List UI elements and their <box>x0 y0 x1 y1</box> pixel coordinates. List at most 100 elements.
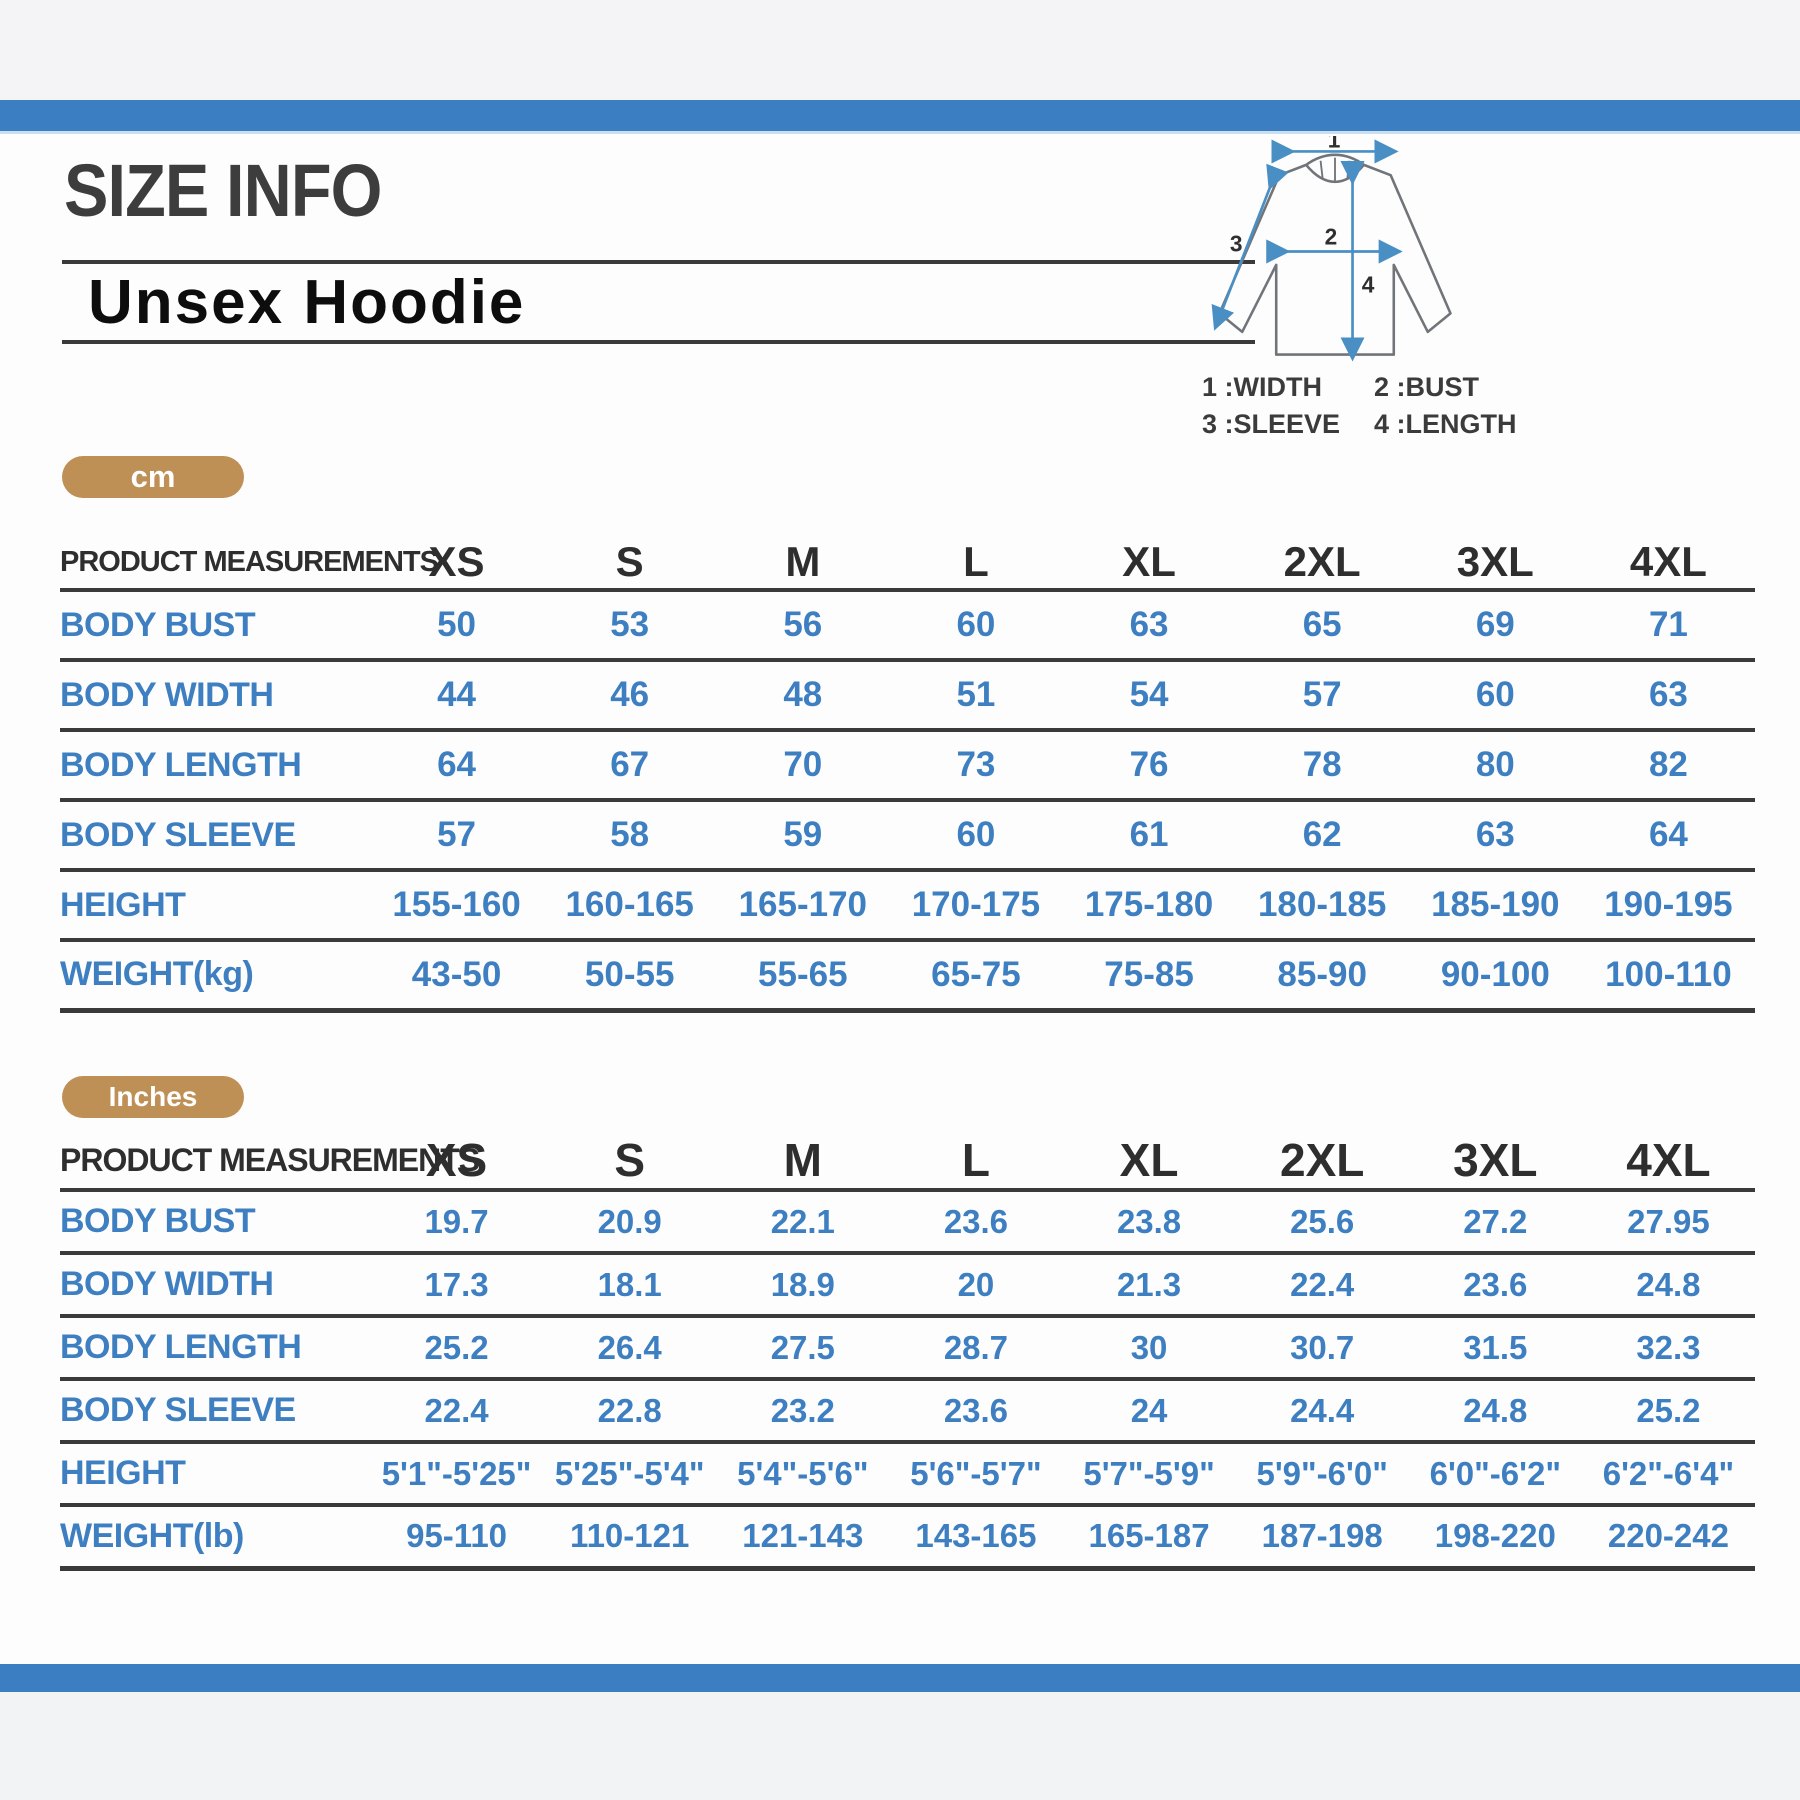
value-cell: 60 <box>1408 660 1582 732</box>
value-cell: 27.95 <box>1581 1190 1755 1255</box>
value-cell: 27.2 <box>1408 1190 1582 1255</box>
value-cell: 23.8 <box>1062 1190 1236 1255</box>
value-cell: 59 <box>716 800 890 872</box>
value-cell: 24.8 <box>1581 1253 1755 1318</box>
inches-unit-badge: Inches <box>62 1076 244 1118</box>
row-label: BODY SLEEVE <box>60 800 370 872</box>
value-cell: 80 <box>1408 730 1582 802</box>
measure-arrows <box>1211 139 1403 362</box>
value-cell: 23.6 <box>889 1379 1063 1444</box>
table-row: HEIGHT 155-160 160-165 165-170 170-175 175-18… <box>60 870 1755 942</box>
size-column-header: L <box>889 1132 1063 1192</box>
value-cell: 30 <box>1062 1316 1236 1381</box>
legend-item: 2 :BUST <box>1374 372 1480 402</box>
size-column-header: L <box>889 536 1063 592</box>
value-cell: 61 <box>1062 800 1236 872</box>
size-column-header: XS <box>370 536 544 592</box>
value-cell: 155-160 <box>370 870 544 942</box>
value-cell: 20.9 <box>543 1190 717 1255</box>
inches-size-table: PRODUCT MEASUREMENTS XS S M L XL 2XL 3XL 4XL BODY… <box>60 1132 1755 1571</box>
size-column-header: M <box>716 536 890 592</box>
value-cell: 25.2 <box>370 1316 544 1381</box>
legend-item: 3 :SLEEVE <box>1202 409 1341 439</box>
measurements-header: PRODUCT MEASUREMENTS <box>60 536 439 592</box>
cm-badge-label: cm <box>130 459 176 494</box>
sleeve-arrow <box>1211 163 1289 331</box>
value-cell: 50-55 <box>543 940 717 1013</box>
inches-badge-label: Inches <box>108 1081 198 1112</box>
value-cell: 73 <box>889 730 1063 802</box>
value-cell: 6'2"-6'4" <box>1581 1442 1755 1507</box>
value-cell: 76 <box>1062 730 1236 802</box>
value-cell: 30.7 <box>1235 1316 1409 1381</box>
value-cell: 22.4 <box>1235 1253 1409 1318</box>
value-cell: 165-187 <box>1062 1505 1236 1571</box>
header-row: PRODUCT MEASUREMENTS XS S M L XL 2XL 3XL 4XL <box>60 536 1755 592</box>
row-label: BODY BUST <box>60 1190 370 1255</box>
value-cell: 5'7"-5'9" <box>1062 1442 1236 1507</box>
value-cell: 187-198 <box>1235 1505 1409 1571</box>
value-cell: 82 <box>1581 730 1755 802</box>
value-cell: 18.1 <box>543 1253 717 1318</box>
value-cell: 5'6"-5'7" <box>889 1442 1063 1507</box>
value-cell: 170-175 <box>889 870 1063 942</box>
top-accent-bar <box>0 100 1800 134</box>
table-row: BODY LENGTH 25.2 26.4 27.5 28.7 30 30.7 31.5 32.… <box>60 1316 1755 1381</box>
value-cell: 143-165 <box>889 1505 1063 1571</box>
hoodie-measure-diagram: 1 2 3 4 <box>1211 136 1452 362</box>
value-cell: 65 <box>1235 590 1409 662</box>
value-cell: 6'0"-6'2" <box>1408 1442 1582 1507</box>
value-cell: 53 <box>543 590 717 662</box>
value-cell: 22.4 <box>370 1379 544 1444</box>
table-row: BODY WIDTH 17.3 18.1 18.9 20 21.3 22.4 23.6 24.8 <box>60 1253 1755 1318</box>
value-cell: 185-190 <box>1408 870 1582 942</box>
value-cell: 57 <box>370 800 544 872</box>
value-cell: 64 <box>370 730 544 802</box>
table-row: WEIGHT(lb) 95-110 110-121 121-143 143-165 165… <box>60 1505 1755 1571</box>
size-column-header: S <box>543 1132 717 1192</box>
size-column-header: XL <box>1062 536 1236 592</box>
value-cell: 58 <box>543 800 717 872</box>
value-cell: 20 <box>889 1253 1063 1318</box>
value-cell: 198-220 <box>1408 1505 1582 1571</box>
value-cell: 54 <box>1062 660 1236 732</box>
size-column-header: 4XL <box>1581 536 1755 592</box>
table-row: BODY SLEEVE 57 58 59 60 61 62 63 64 <box>60 800 1755 872</box>
value-cell: 44 <box>370 660 544 732</box>
title-underline <box>62 260 1255 264</box>
value-cell: 17.3 <box>370 1253 544 1318</box>
arrow-label-length: 4 <box>1362 272 1375 298</box>
value-cell: 5'25"-5'4" <box>543 1442 717 1507</box>
value-cell: 21.3 <box>1062 1253 1236 1318</box>
table-row: HEIGHT 5'1"-5'25" 5'25"-5'4" 5'4"-5'6" 5'6"-… <box>60 1442 1755 1507</box>
size-column-header: 2XL <box>1235 1132 1409 1192</box>
product-name: Unsex Hoodie <box>88 268 526 337</box>
arrow-label-bust: 2 <box>1325 223 1338 249</box>
value-cell: 63 <box>1062 590 1236 662</box>
value-cell: 180-185 <box>1235 870 1409 942</box>
arrow-label-width: 1 <box>1328 136 1341 152</box>
value-cell: 90-100 <box>1408 940 1582 1013</box>
size-column-header: 3XL <box>1408 1132 1582 1192</box>
top-margin-strip <box>0 0 1800 100</box>
value-cell: 70 <box>716 730 890 802</box>
value-cell: 28.7 <box>889 1316 1063 1381</box>
value-cell: 26.4 <box>543 1316 717 1381</box>
value-cell: 19.7 <box>370 1190 544 1255</box>
value-cell: 165-170 <box>716 870 890 942</box>
value-cell: 69 <box>1408 590 1582 662</box>
value-cell: 220-242 <box>1581 1505 1755 1571</box>
value-cell: 48 <box>716 660 890 732</box>
value-cell: 50 <box>370 590 544 662</box>
subtitle-underline <box>62 340 1255 344</box>
value-cell: 24.4 <box>1235 1379 1409 1444</box>
value-cell: 67 <box>543 730 717 802</box>
header-row: PRODUCT MEASUREMENTS XS S M L XL 2XL 3XL 4XL <box>60 1132 1755 1192</box>
value-cell: 22.8 <box>543 1379 717 1444</box>
arrow-number-labels: 1 2 3 4 <box>1230 136 1375 298</box>
size-column-header: 2XL <box>1235 536 1409 592</box>
page-title: SIZE INFO <box>64 149 382 232</box>
row-label: BODY LENGTH <box>60 730 370 802</box>
value-cell: 5'4"-5'6" <box>716 1442 890 1507</box>
value-cell: 22.1 <box>716 1190 890 1255</box>
